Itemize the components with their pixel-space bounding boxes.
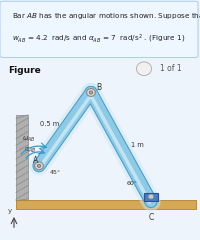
Text: 0.5 m: 0.5 m — [40, 121, 60, 127]
Bar — [16, 200, 196, 209]
Bar — [16, 115, 28, 201]
Text: Bar $AB$ has the angular motions shown. Suppose that: Bar $AB$ has the angular motions shown. … — [12, 11, 200, 21]
Text: $w_{AB}$ = 4.2  rad/s and $\alpha_{AB}$ = 7  rad/s$^2$ . (Figure 1): $w_{AB}$ = 4.2 rad/s and $\alpha_{AB}$ =… — [12, 33, 185, 45]
Text: 60°: 60° — [127, 181, 138, 186]
Text: B: B — [96, 83, 101, 92]
FancyBboxPatch shape — [0, 1, 198, 58]
Circle shape — [136, 62, 152, 76]
Circle shape — [149, 194, 153, 199]
Bar — [144, 193, 158, 201]
Text: $\alpha_{AB}$: $\alpha_{AB}$ — [24, 146, 36, 155]
Text: $\omega_{AB}$: $\omega_{AB}$ — [22, 135, 36, 144]
Circle shape — [35, 162, 43, 170]
Circle shape — [87, 89, 95, 96]
Text: 1 m: 1 m — [131, 142, 144, 148]
Text: Figure: Figure — [8, 66, 41, 75]
Circle shape — [37, 164, 41, 167]
Text: 1 of 1: 1 of 1 — [160, 64, 182, 73]
Circle shape — [89, 91, 93, 94]
Text: C: C — [148, 213, 154, 222]
Text: <: < — [140, 64, 148, 73]
Text: A: A — [33, 156, 38, 165]
Text: y: y — [7, 208, 12, 214]
Text: 45°: 45° — [50, 170, 61, 175]
